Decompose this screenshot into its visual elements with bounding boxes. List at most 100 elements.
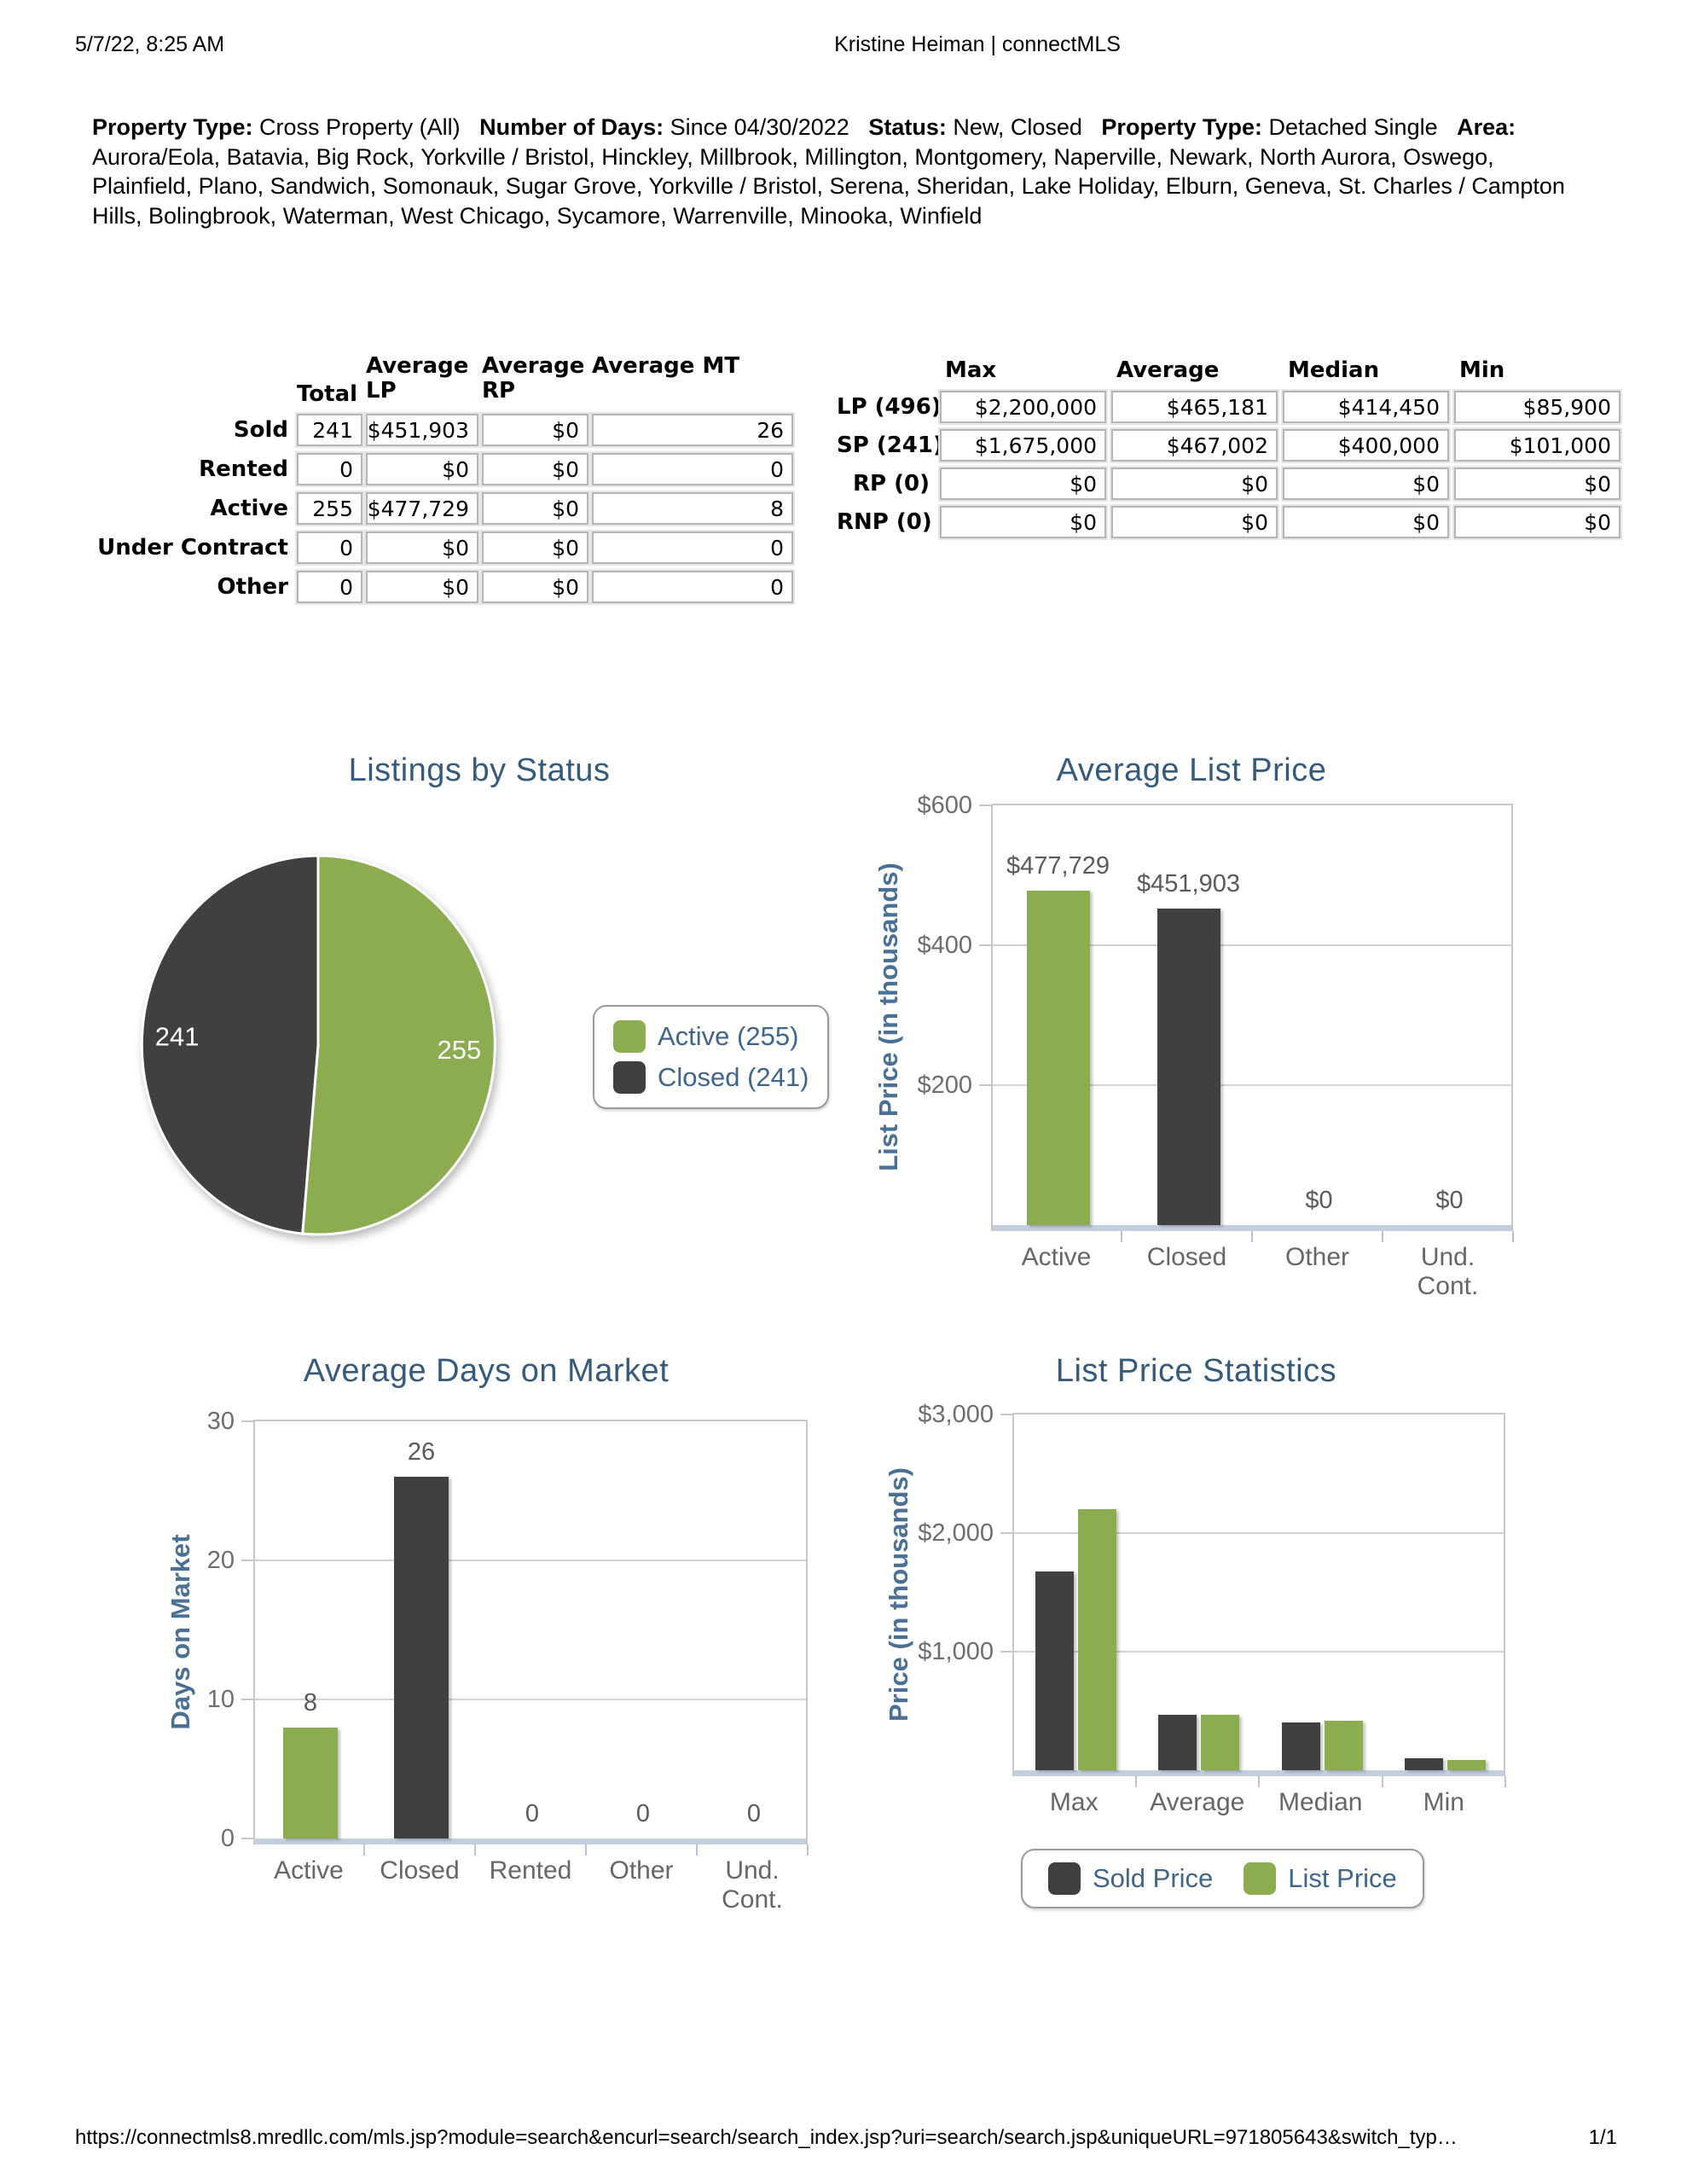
x-axis-tick: [1382, 1231, 1383, 1242]
table-cell: $0: [366, 453, 478, 485]
column-header-line: LP: [366, 378, 397, 404]
chart-title: Average List Price: [1056, 752, 1327, 788]
column-header-line: RP: [482, 378, 516, 404]
x-category-label: Und. Cont.: [722, 1856, 783, 1914]
y-axis-tick: [241, 1560, 253, 1561]
column-header-line: Average: [482, 353, 585, 379]
y-tick-label: 10: [206, 1686, 235, 1713]
y-tick-label: $1,000: [918, 1638, 994, 1665]
table-cell: 0: [592, 571, 793, 603]
gridline: [1014, 1532, 1504, 1534]
x-category-label: Min: [1423, 1788, 1464, 1816]
table-cell: 255: [297, 492, 362, 525]
y-axis-tick: [241, 1699, 253, 1700]
status-summary-table: Total Average LP Average RP Average MT Sold 241…: [96, 354, 793, 603]
table-cell: 0: [297, 531, 362, 564]
x-axis-labels: Active Closed Rented Other Und. Cont.: [253, 1856, 808, 1914]
y-axis-tick: [241, 1838, 253, 1839]
table-corner-spacer: [96, 354, 293, 407]
print-title: Kristine Heiman | connectMLS: [834, 32, 1121, 56]
column-header: Average RP: [482, 354, 588, 407]
pie-slice-closed: [140, 854, 320, 1235]
bar-green: [1324, 1721, 1363, 1770]
bar-value-label: 26: [407, 1438, 436, 1466]
legend-item: Active (255): [613, 1020, 809, 1053]
x-axis-tick: [1381, 1776, 1383, 1787]
table-cell: 241: [297, 414, 362, 446]
x-category-label: Closed: [380, 1856, 460, 1885]
y-axis-title: Days on Market: [165, 1534, 195, 1730]
x-axis-baseline: [993, 1225, 1511, 1231]
table-cell: $2,200,000: [940, 391, 1106, 423]
footer-page-indicator: 1/1: [1588, 2126, 1617, 2149]
y-tick-label: 30: [206, 1408, 235, 1435]
y-tick-label: $3,000: [918, 1401, 994, 1428]
y-axis-tick: [979, 1084, 991, 1086]
table-cell: $477,729: [366, 492, 478, 525]
y-tick-label: 20: [206, 1547, 235, 1574]
gridline: [993, 944, 1511, 946]
table-cell: $0: [940, 468, 1106, 500]
y-axis-tick: [1000, 1414, 1012, 1415]
legend-label: Sold Price: [1093, 1863, 1214, 1893]
column-header-line: Total: [297, 381, 358, 407]
y-tick-label: $2,000: [918, 1519, 994, 1547]
row-label: Rented: [199, 456, 288, 482]
bar-dark: [1158, 1715, 1197, 1770]
bar-value-label: $451,903: [1137, 870, 1240, 897]
column-header: Median: [1288, 357, 1380, 383]
x-category-label: Average: [1150, 1788, 1245, 1816]
table-cell: $0: [1283, 506, 1449, 538]
table-cell: $0: [1454, 468, 1620, 500]
gridline: [255, 1560, 806, 1561]
green-swatch-icon: [613, 1020, 646, 1053]
legend-item: Sold Price: [1048, 1862, 1213, 1895]
table-cell: $414,450: [1283, 391, 1449, 423]
row-label: LP (496): [837, 394, 942, 420]
chart-title: Average Days on Market: [303, 1353, 670, 1389]
bar-green: [1077, 1509, 1116, 1770]
column-header: Total: [297, 354, 362, 407]
row-label: SP (241): [837, 433, 943, 458]
y-axis-tick: [979, 804, 991, 806]
x-axis-tick: [363, 1844, 365, 1856]
green-swatch-icon: [1244, 1862, 1277, 1895]
table-cell: $0: [482, 453, 588, 485]
table-cell: $0: [1111, 468, 1278, 500]
search-criteria: Property Type: Cross Property (All) Numb…: [92, 114, 1565, 229]
column-header: Average LP: [366, 354, 478, 407]
row-label: Under Contract: [97, 535, 288, 561]
table-cell: $85,900: [1454, 391, 1620, 423]
x-axis-labels: Max Average Median Min: [1012, 1788, 1505, 1817]
criteria-label: Property Type:: [1101, 114, 1262, 140]
y-axis-tick: [979, 944, 991, 946]
table-cell: $0: [1111, 506, 1278, 538]
pie-slice-value: 241: [155, 1021, 200, 1051]
footer-url: https://connectmls8.mredllc.com/mls.jsp?…: [75, 2126, 1458, 2149]
y-axis-title: List Price (in thousands): [873, 863, 903, 1171]
x-axis-tick: [1134, 1776, 1137, 1787]
bar-value-label: $0: [1435, 1187, 1464, 1214]
chart-average-list-price: Average List Price List Price (in thousa…: [870, 742, 1518, 1322]
bar-green: [283, 1728, 338, 1838]
price-summary-table: Max Average Median Min LP (496) $2,200,000 $46…: [837, 354, 1620, 538]
table-cell: $467,002: [1111, 429, 1278, 462]
x-category-label: Rented: [489, 1856, 572, 1885]
criteria-label: Area:: [1457, 114, 1516, 140]
bar-value-label: 0: [525, 1800, 540, 1827]
y-tick-label: 0: [220, 1825, 235, 1852]
print-datetime: 5/7/22, 8:25 AM: [75, 32, 225, 56]
row-label: RP (0): [853, 471, 930, 497]
table-cell: 0: [592, 453, 793, 485]
column-header-line: Average: [366, 353, 469, 379]
table-cell: $0: [482, 531, 588, 564]
pie-slice-active: [301, 854, 496, 1236]
pie-slice-value: 255: [438, 1035, 482, 1065]
table-cell: 26: [592, 414, 793, 446]
column-header-line: Average MT: [592, 353, 740, 379]
column-header: Max: [945, 357, 997, 383]
x-axis-tick: [807, 1844, 809, 1856]
table-cell: $0: [482, 571, 588, 603]
table-cell: $0: [1283, 468, 1449, 500]
